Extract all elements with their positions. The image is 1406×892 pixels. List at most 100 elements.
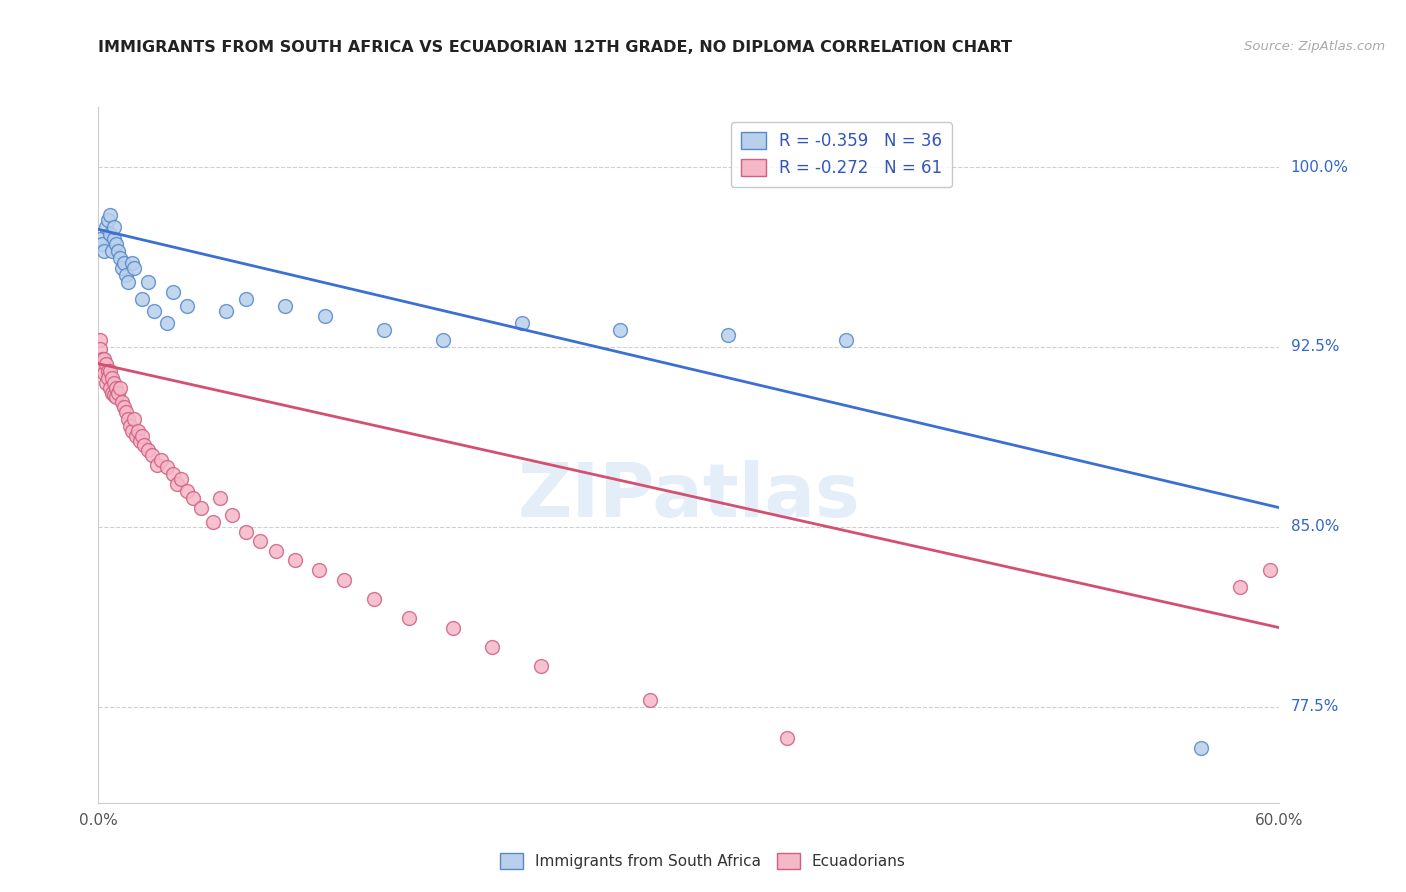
Point xyxy=(96,219,118,234)
Point xyxy=(128,434,150,448)
Point xyxy=(398,611,420,625)
Point xyxy=(835,333,858,347)
Point xyxy=(111,260,134,275)
Point xyxy=(141,448,163,462)
Point xyxy=(264,544,287,558)
Point xyxy=(93,244,115,258)
Point xyxy=(221,508,243,522)
Point xyxy=(441,621,464,635)
Point xyxy=(97,364,120,378)
Point xyxy=(122,412,145,426)
Point xyxy=(108,381,131,395)
Point xyxy=(136,275,159,289)
Legend: Immigrants from South Africa, Ecuadorians: Immigrants from South Africa, Ecuadorian… xyxy=(494,847,912,875)
Point xyxy=(97,371,120,385)
Point xyxy=(117,275,139,289)
Point xyxy=(481,640,503,654)
Point xyxy=(142,304,165,318)
Point xyxy=(121,256,143,270)
Point xyxy=(118,419,141,434)
Text: IMMIGRANTS FROM SOUTH AFRICA VS ECUADORIAN 12TH GRADE, NO DIPLOMA CORRELATION CH: IMMIGRANTS FROM SOUTH AFRICA VS ECUADORI… xyxy=(98,40,1012,55)
Point xyxy=(117,412,139,426)
Text: 100.0%: 100.0% xyxy=(1291,160,1348,175)
Point xyxy=(166,476,188,491)
Point xyxy=(93,351,115,366)
Point xyxy=(103,388,125,402)
Point xyxy=(96,357,118,371)
Point xyxy=(530,659,553,673)
Point xyxy=(105,390,128,404)
Point xyxy=(638,692,661,706)
Point xyxy=(112,256,135,270)
Point xyxy=(156,316,179,330)
Point xyxy=(111,395,134,409)
Point xyxy=(96,376,118,390)
Point xyxy=(89,333,111,347)
Point xyxy=(235,524,257,539)
Point xyxy=(1189,740,1212,755)
Point xyxy=(235,292,257,306)
Point xyxy=(510,316,533,330)
Point xyxy=(314,309,336,323)
Point xyxy=(103,376,125,390)
Point xyxy=(176,299,198,313)
Point xyxy=(308,563,330,577)
Text: 92.5%: 92.5% xyxy=(1291,340,1339,354)
Point xyxy=(333,573,356,587)
Point xyxy=(101,371,124,385)
Point xyxy=(176,483,198,498)
Point xyxy=(432,333,454,347)
Point xyxy=(162,467,184,482)
Point xyxy=(373,323,395,337)
Point xyxy=(98,227,121,242)
Point xyxy=(101,385,124,400)
Point xyxy=(97,212,120,227)
Text: ZIPatlas: ZIPatlas xyxy=(517,460,860,533)
Point xyxy=(107,244,129,258)
Point xyxy=(136,443,159,458)
Point xyxy=(103,232,125,246)
Point xyxy=(93,367,115,381)
Point xyxy=(103,219,125,234)
Point xyxy=(122,260,145,275)
Point xyxy=(132,438,155,452)
Point xyxy=(162,285,184,299)
Point xyxy=(190,500,212,515)
Point xyxy=(98,208,121,222)
Point xyxy=(284,553,307,567)
Point xyxy=(146,458,169,472)
Point xyxy=(105,236,128,251)
Text: Source: ZipAtlas.com: Source: ZipAtlas.com xyxy=(1244,40,1385,54)
Point xyxy=(170,472,193,486)
Point xyxy=(107,385,129,400)
Text: 85.0%: 85.0% xyxy=(1291,519,1339,534)
Point xyxy=(105,381,128,395)
Point xyxy=(209,491,232,505)
Point xyxy=(108,251,131,265)
Point xyxy=(150,452,173,467)
Point xyxy=(609,323,631,337)
Point xyxy=(115,405,138,419)
Point xyxy=(98,364,121,378)
Point xyxy=(181,491,204,505)
Point xyxy=(776,731,799,745)
Point xyxy=(131,428,153,442)
Point xyxy=(127,424,149,438)
Point xyxy=(125,428,148,442)
Point xyxy=(717,328,740,343)
Point xyxy=(1258,563,1281,577)
Point xyxy=(101,244,124,258)
Point xyxy=(131,292,153,306)
Point xyxy=(249,534,271,549)
Point xyxy=(89,232,111,246)
Point xyxy=(363,591,385,606)
Legend: R = -0.359   N = 36, R = -0.272   N = 61: R = -0.359 N = 36, R = -0.272 N = 61 xyxy=(731,122,952,187)
Point xyxy=(215,304,238,318)
Point xyxy=(121,424,143,438)
Point xyxy=(112,400,135,414)
Point xyxy=(201,515,224,529)
Point xyxy=(1229,580,1251,594)
Point xyxy=(89,343,111,357)
Text: 77.5%: 77.5% xyxy=(1291,699,1339,714)
Point xyxy=(115,268,138,282)
